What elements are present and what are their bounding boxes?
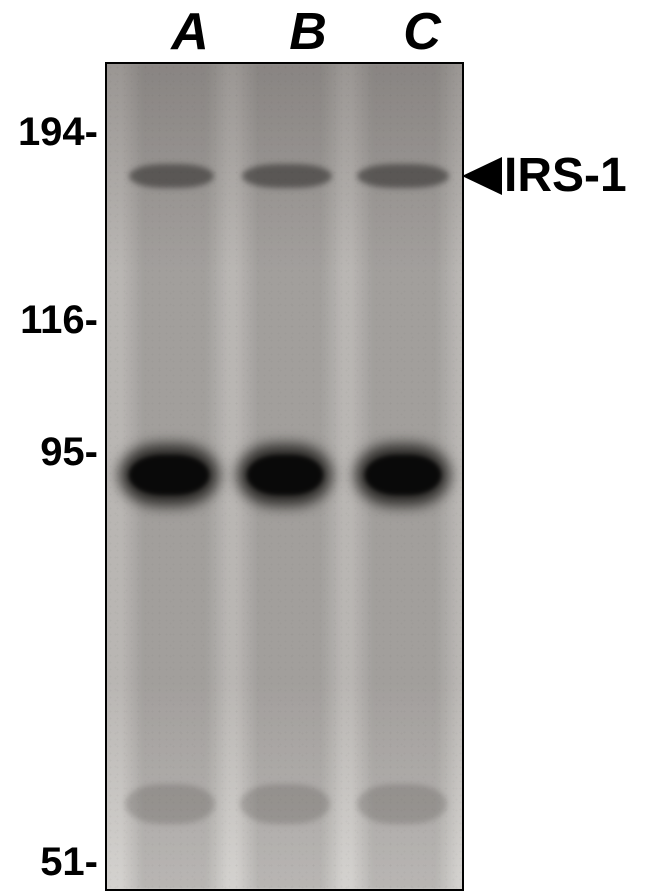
arrow-left-icon	[462, 157, 502, 195]
lane-label-c: C	[392, 2, 452, 62]
irs1-band-a	[129, 164, 214, 188]
lane-label-b: B	[278, 2, 338, 62]
main-band-a-core	[129, 455, 209, 495]
faint-band-a	[125, 784, 215, 824]
mw-marker-194: 194-	[3, 110, 98, 155]
faint-band-b	[240, 784, 330, 824]
main-band-b-core	[247, 455, 323, 495]
main-band-c-core	[365, 455, 441, 495]
irs1-band-c	[357, 164, 449, 188]
western-blot	[105, 62, 464, 891]
irs1-label: IRS-1	[504, 148, 627, 203]
mw-marker-95: 95-	[3, 430, 98, 475]
figure-container: A B C 194- 116- 95- 51- IRS-1	[0, 0, 650, 892]
mw-marker-51: 51-	[3, 840, 98, 885]
mw-marker-116: 116-	[3, 298, 98, 343]
faint-band-c	[357, 784, 447, 824]
irs1-band-b	[242, 164, 332, 188]
lane-label-a: A	[160, 2, 220, 62]
irs1-pointer: IRS-1	[462, 148, 627, 203]
